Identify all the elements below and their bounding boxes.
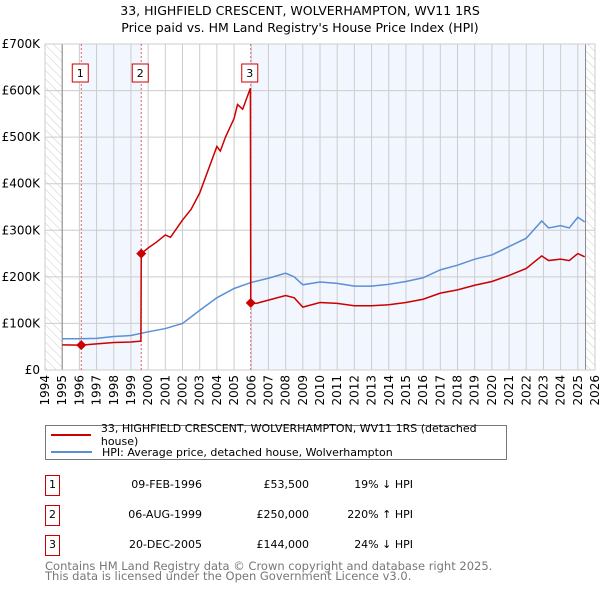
sale-label: 3 [246,67,253,80]
sale-price: £250,000 [256,508,310,521]
x-tick-label: 2025 [571,375,585,406]
y-tick-label: £700K [2,37,42,51]
x-tick-label: 2000 [141,375,155,406]
sale-hpi-diff: 220% ↑ HPI [347,508,413,521]
x-tick-label: 2008 [279,375,293,406]
sale-number-badge: 3 [45,535,60,556]
sale-price: £144,000 [256,538,310,551]
y-tick-label: £600K [2,84,42,98]
x-tick-label: 2001 [158,375,172,406]
y-tick-label: £200K [2,270,42,284]
x-tick-label: 2003 [193,375,207,406]
legend-item-property: 33, HIGHFIELD CRESCENT, WOLVERHAMPTON, W… [51,422,506,448]
x-tick-label: 2026 [588,375,600,406]
x-tick-label: 2006 [244,375,258,406]
x-tick-label: 2005 [227,375,241,406]
x-tick-label: 2020 [485,375,499,406]
x-tick-label: 2018 [451,375,465,406]
x-tick-label: 1999 [124,375,138,406]
x-tick-label: 1994 [38,375,52,406]
sale-date: 09-FEB-1996 [131,478,202,491]
property-series-line [62,87,586,346]
sale-label-box [241,63,259,83]
x-tick-label: 2024 [554,375,568,406]
shaded-period [81,44,142,370]
price-chart: 1994 1995 1996 1997 1998 1999 2000 2001 2002 2003… [2,37,600,406]
x-tick-label: 2013 [365,375,379,406]
y-tick-label: £100K [2,316,42,330]
table-row: 1 09-FEB-1996 £53,500 19% ↓ HPI [45,475,445,496]
sale-label: 1 [77,67,84,80]
legend-item-hpi: HPI: Average price, detached house, Wolv… [51,444,393,460]
sale-point-marker [245,297,256,308]
shaded-period [250,44,586,370]
legend-label: 33, HIGHFIELD CRESCENT, WOLVERHAMPTON, W… [100,422,477,448]
chart-subtitle: Price paid vs. HM Land Registry's House … [121,20,479,35]
sale-date: 20-DEC-2005 [128,538,202,551]
x-tick-label: 2015 [399,375,413,406]
no-data-hatch [585,44,595,370]
table-row: 2 06-AUG-1999 £250,000 220% ↑ HPI [45,505,445,526]
sale-number-badge: 1 [45,475,60,496]
legend-label: HPI: Average price, detached house, Wolv… [102,445,393,459]
sale-label-box [131,63,149,83]
x-tick-label: 2007 [261,375,275,406]
x-tick-label: 2004 [210,375,224,406]
x-tick-label: 2002 [176,375,190,406]
x-tick-label: 2016 [416,375,430,406]
x-tick-label: 2012 [347,375,361,406]
x-tick-label: 2019 [468,375,482,406]
y-tick-label: £400K [2,177,42,191]
sale-point-marker [136,248,147,259]
sale-hpi-diff: 19% ↓ HPI [354,478,413,491]
no-data-hatch [45,44,63,370]
table-row: 3 20-DEC-2005 £144,000 24% ↓ HPI [45,535,445,556]
footer-copyright: Contains HM Land Registry data © Crown c… [45,559,493,573]
plot-border [44,43,596,371]
x-tick-label: 2014 [382,375,396,406]
sale-date: 06-AUG-1999 [128,508,202,521]
x-tick-label: 2021 [502,375,516,406]
legend: 33, HIGHFIELD CRESCENT, WOLVERHAMPTON, W… [45,422,507,460]
x-tick-label: 2023 [536,375,550,406]
x-tick-label: 1996 [72,375,86,406]
chart-title: 33, HIGHFIELD CRESCENT, WOLVERHAMPTON, W… [120,3,480,18]
legend-swatch-blue [51,451,92,453]
x-tick-label: 2009 [296,375,310,406]
footer-licence: This data is licensed under the Open Gov… [45,569,412,583]
y-tick-label: £300K [2,223,42,237]
y-tick-label: £0 [25,363,40,377]
sale-number-badge: 2 [45,505,60,526]
x-tick-label: 1998 [107,375,121,406]
sale-label: 2 [137,67,144,80]
hpi-series-line [62,216,586,340]
x-tick-label: 1995 [55,375,69,406]
y-tick-label: £500K [2,130,42,144]
x-tick-label: 2010 [313,375,327,406]
sale-label-box [71,63,89,83]
sale-point-marker [76,340,87,351]
x-tick-label: 2022 [519,375,533,406]
x-tick-label: 2011 [330,375,344,406]
sale-price: £53,500 [263,478,310,491]
x-tick-label: 1997 [90,375,104,406]
x-tick-label: 2017 [433,375,447,406]
legend-swatch-red [51,434,91,436]
sale-hpi-diff: 24% ↓ HPI [354,538,413,551]
